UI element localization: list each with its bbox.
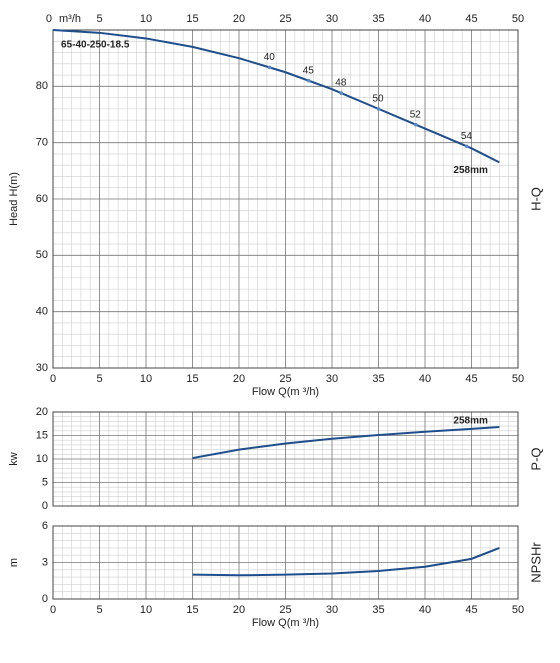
curve	[52, 29, 500, 164]
efficiency-point	[267, 65, 272, 70]
y-tick-label: 15	[36, 429, 48, 441]
x-tick-label-top: 30	[326, 13, 338, 25]
efficiency-label: 54	[461, 131, 473, 142]
x-tick-label: 45	[465, 604, 477, 616]
y-axis-label: kw	[8, 452, 20, 466]
y-tick-label: 80	[36, 80, 48, 92]
x-tick-label: 5	[96, 373, 102, 385]
x-tick-label-top: 10	[140, 13, 152, 25]
plot-frame	[52, 29, 519, 369]
y-axis-label: Head H(m)	[8, 172, 20, 226]
x-tick-label: 0	[50, 604, 56, 616]
x-tick-label-top: 25	[279, 13, 291, 25]
side-label: P-Q	[528, 447, 543, 470]
x-tick-label: 35	[372, 373, 384, 385]
y-axis-label: m	[8, 558, 20, 567]
x-tick-label-top: 15	[186, 13, 198, 25]
x-tick-label: 20	[233, 373, 245, 385]
x-tick-label: 30	[326, 373, 338, 385]
efficiency-label: 40	[264, 52, 276, 63]
y-tick-label: 30	[36, 362, 48, 374]
efficiency-point	[339, 91, 344, 95]
x-tick-label: 0	[50, 373, 56, 385]
curve	[192, 546, 500, 577]
x-tick-label: 25	[279, 604, 291, 616]
y-tick-label: 0	[42, 593, 48, 605]
x-tick-label: 40	[419, 604, 431, 616]
y-tick-label: 5	[42, 476, 48, 488]
x-tick-label: 50	[512, 604, 524, 616]
y-tick-label: 60	[36, 193, 48, 205]
x-tick-label: 45	[465, 373, 477, 385]
efficiency-label: 48	[335, 78, 347, 89]
x-tick-label-top: 40	[419, 13, 431, 25]
x-tick-label: 25	[279, 373, 291, 385]
efficiency-point	[376, 107, 381, 111]
x-tick-label: 50	[512, 373, 524, 385]
side-label: NPSHr	[528, 542, 543, 583]
efficiency-point	[413, 122, 418, 127]
x-axis-label: Flow Q(m ³/h)	[252, 386, 319, 398]
y-tick-label: 20	[36, 406, 48, 418]
x-tick-label-top: 45	[465, 13, 477, 25]
curve-label: 258mm	[453, 165, 488, 176]
y-tick-label: 0	[42, 500, 48, 512]
y-tick-label: 50	[36, 249, 48, 261]
efficiency-point	[465, 144, 469, 149]
side-label: H-Q	[528, 187, 543, 211]
x-tick-label-top: 0	[46, 13, 52, 25]
x-tick-label: 15	[186, 373, 198, 385]
x-tick-label-top: 35	[372, 13, 384, 25]
plot-frame	[52, 411, 519, 507]
efficiency-label: 50	[373, 94, 385, 105]
y-tick-label: 10	[36, 453, 48, 465]
y-tick-label: 40	[36, 306, 48, 318]
x-tick-label-top: 50	[512, 13, 524, 25]
x-tick-label: 40	[419, 373, 431, 385]
model-label: 65-40-250-18.5	[61, 40, 130, 51]
efficiency-label: 52	[410, 109, 422, 120]
x-tick-label: 30	[326, 604, 338, 616]
x-tick-label-top: 20	[233, 13, 245, 25]
x-tick-label: 35	[372, 604, 384, 616]
curve-label: 258mm	[453, 416, 488, 427]
x-tick-label: 10	[140, 373, 152, 385]
x-tick-label-top: 5	[96, 13, 102, 25]
efficiency-point	[306, 78, 311, 83]
x-tick-label: 15	[186, 604, 198, 616]
curve	[192, 426, 500, 460]
y-tick-label: 3	[42, 556, 48, 568]
y-tick-label: 70	[36, 137, 48, 149]
efficiency-label: 45	[303, 65, 315, 76]
x-unit-label: m³/h	[59, 13, 81, 25]
x-tick-label: 10	[140, 604, 152, 616]
plot-frame	[52, 525, 519, 600]
y-tick-label: 6	[42, 520, 48, 532]
x-axis-label: Flow Q(m ³/h)	[252, 617, 319, 629]
x-tick-label: 5	[96, 604, 102, 616]
x-tick-label: 20	[233, 604, 245, 616]
